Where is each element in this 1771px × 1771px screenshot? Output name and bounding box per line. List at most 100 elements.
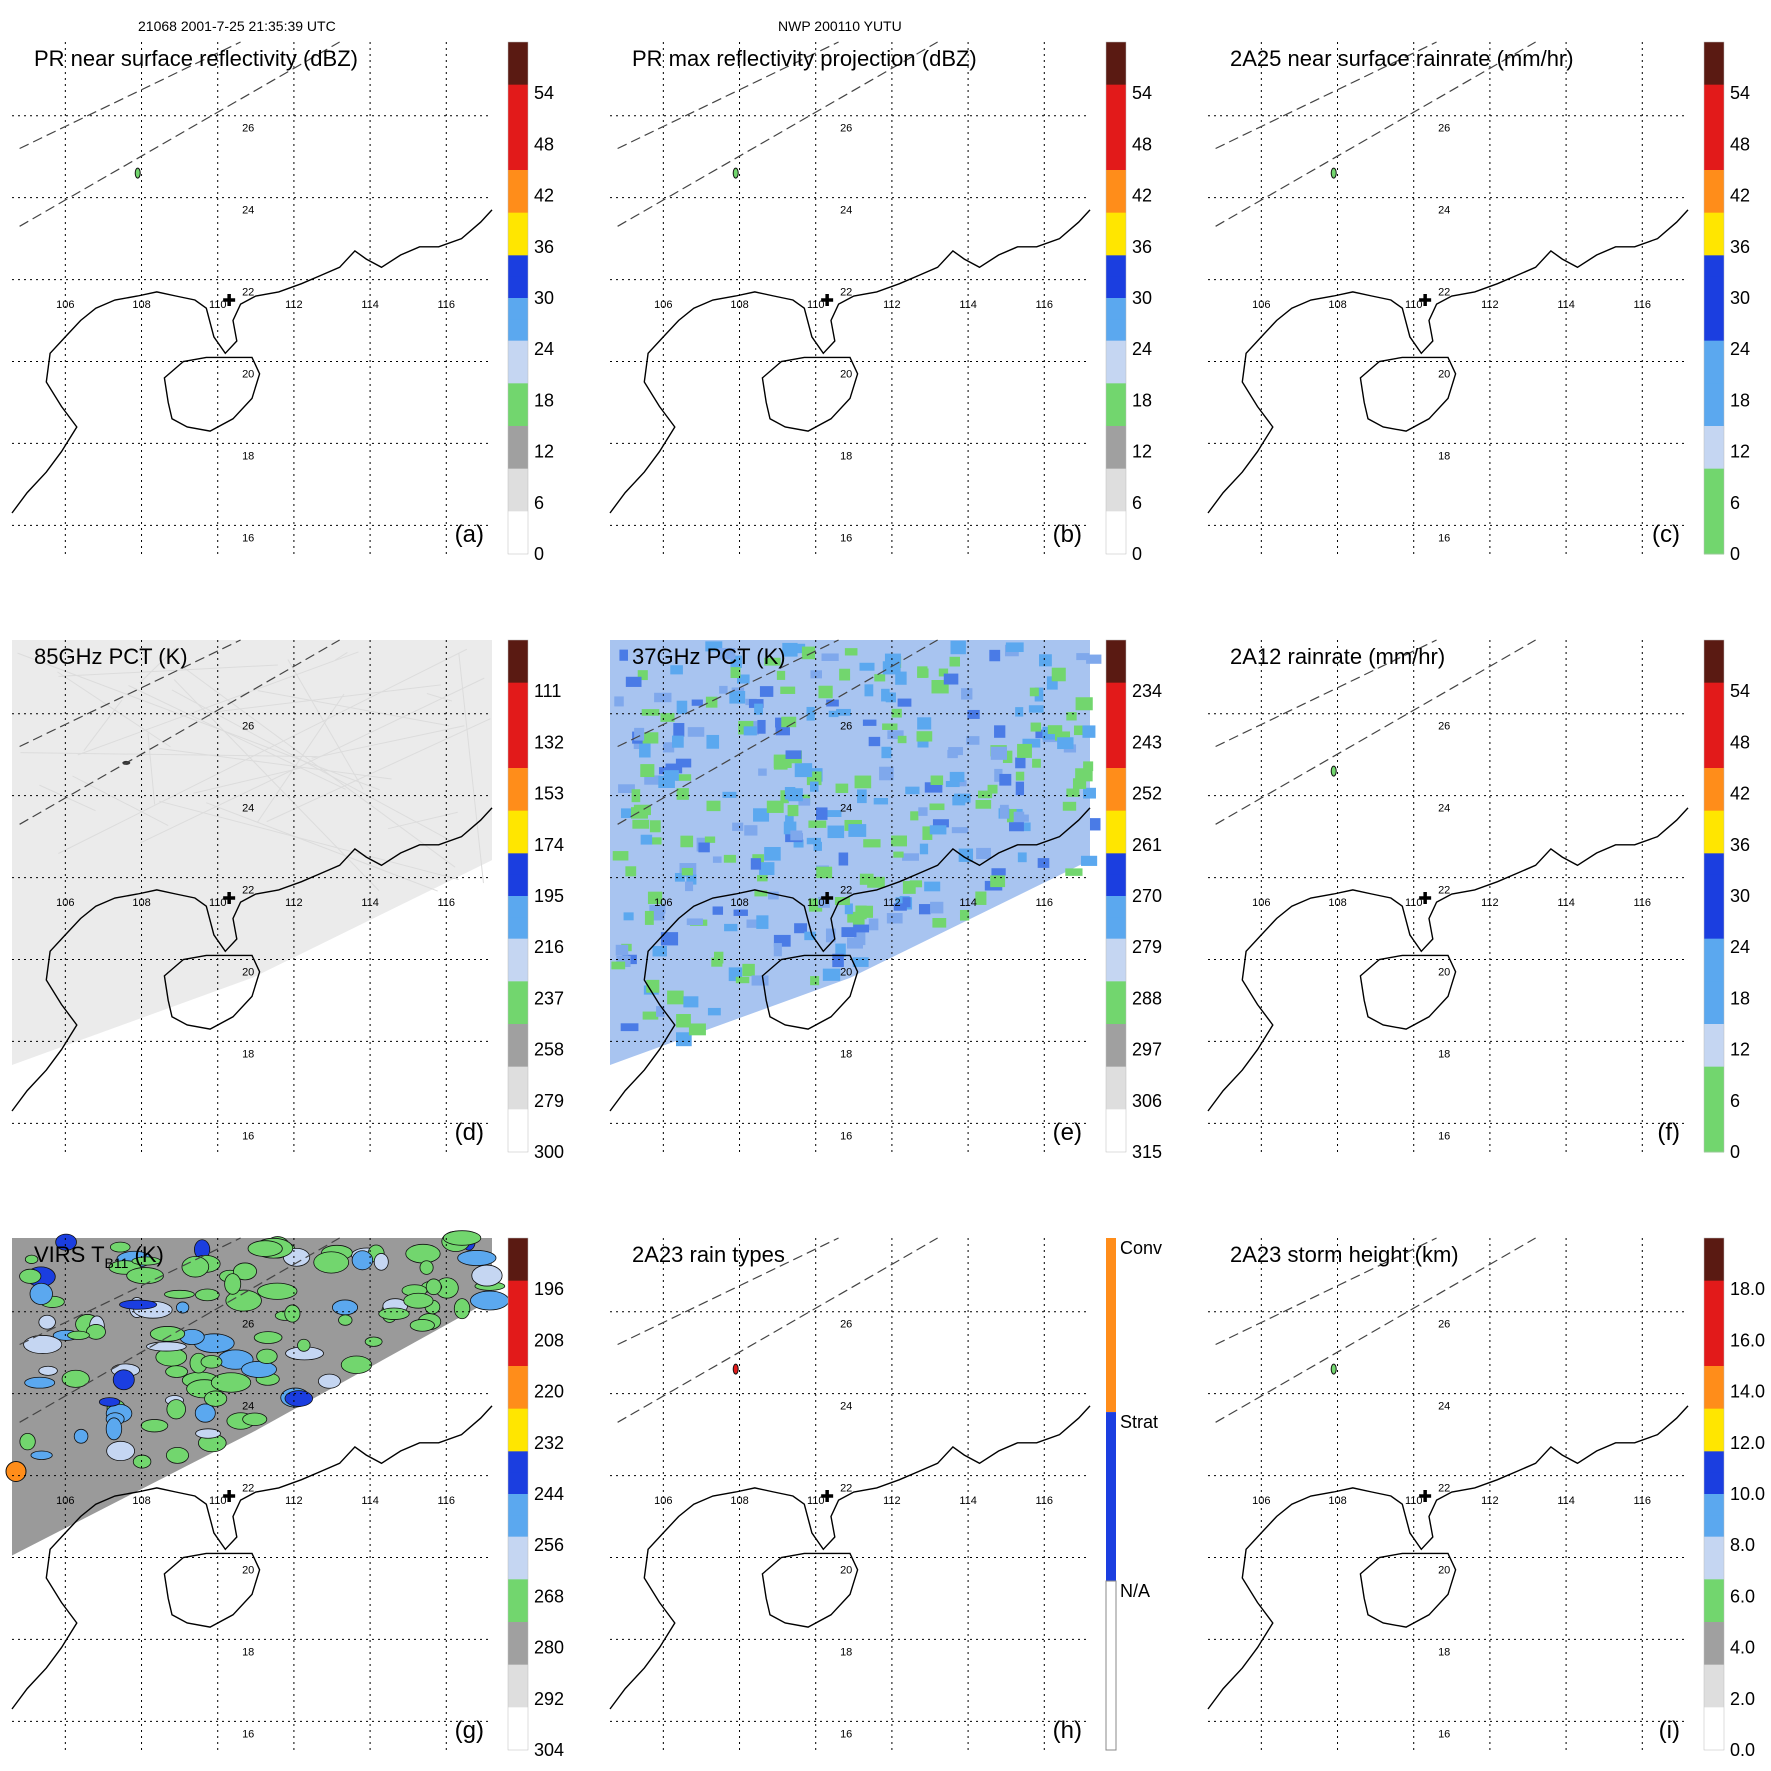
lon-tick-label: 112: [883, 299, 901, 311]
colorbar-segment: [1106, 255, 1126, 278]
coastline: [11, 1405, 493, 1710]
colorbar-tick-label: 258: [534, 1040, 564, 1060]
storm-center-cross: [1419, 294, 1432, 307]
colorbar-category-label: N/A: [1120, 1581, 1150, 1601]
colorbar-tick-label: 10.0: [1730, 1484, 1765, 1504]
pct37-cell: [909, 880, 923, 888]
pct37-cell: [958, 848, 974, 862]
lat-tick-label: 26: [242, 1319, 254, 1331]
colorbar-tick-label: 6.0: [1730, 1586, 1755, 1606]
pct37-cell: [639, 743, 651, 758]
colorbar-conv: [1106, 1238, 1116, 1413]
cloud-cell: [106, 1440, 135, 1461]
colorbar-f: 54 48 42 36 30 24 18 12 6 0: [1703, 639, 1750, 1162]
colorbar-segment: [1704, 1536, 1724, 1559]
colorbar-tick-label: 232: [534, 1433, 564, 1453]
colorbar-tick-label: 279: [1132, 937, 1162, 957]
pct37-cell: [885, 692, 896, 703]
pct37-cell: [844, 648, 858, 656]
pct37-cell: [816, 866, 833, 879]
colorbar-segment: [1704, 1686, 1724, 1708]
pct37-cell: [868, 918, 879, 931]
colorbar-tick-label: 270: [1132, 886, 1162, 906]
colorbar-segment: [1704, 42, 1724, 64]
swath-d: [12, 640, 492, 1065]
lon-tick-label: 108: [730, 299, 748, 311]
panel-c: 106 108 110 112 114 116 26 24 22 20 18 16 2A25 near …: [1207, 41, 1750, 564]
colorbar-segment: [508, 234, 528, 256]
pct37-cell: [675, 774, 692, 781]
colorbar-segment: [1106, 1024, 1126, 1046]
colorbar-segment: [1704, 1408, 1724, 1431]
swath-texture-line: [39, 784, 96, 812]
orbit-track-line: [19, 41, 340, 227]
lat-tick-label: 22: [242, 287, 254, 299]
colorbar-segment: [1704, 896, 1724, 918]
pct37-cell: [924, 782, 943, 793]
panel-title: 85GHz PCT (K): [34, 644, 188, 669]
lon-tick-label: 112: [1481, 897, 1499, 909]
pct37-cell: [670, 665, 683, 675]
colorbar-segment: [1704, 1622, 1724, 1644]
panel-d: 106 108 110 112 114 116 26 24 22 20 18 16 85GHz PCT …: [11, 639, 564, 1162]
echo-mark: [732, 1363, 739, 1375]
pct37-cell: [719, 685, 728, 694]
cloud-cell: [194, 1403, 216, 1423]
colorbar-segment: [1106, 1066, 1126, 1089]
pct37-cell: [956, 780, 967, 787]
lon-tick-label: 108: [132, 1495, 150, 1507]
colorbar-segment: [1106, 490, 1126, 512]
coastline: [1207, 1405, 1689, 1710]
lat-tick-label: 24: [242, 1401, 254, 1413]
pct37-cell: [794, 763, 813, 778]
colorbar-segment: [508, 640, 528, 662]
lon-tick-label: 106: [654, 1495, 672, 1507]
colorbar-segment: [508, 532, 528, 555]
pct37-cell: [773, 943, 782, 957]
swath-texture-line: [159, 800, 459, 881]
colorbar-segment: [508, 490, 528, 512]
pct37-cell: [801, 646, 816, 660]
swath-texture-line: [182, 666, 456, 868]
colorbar-segment: [1106, 42, 1126, 64]
colorbar-segment: [1704, 255, 1724, 278]
lat-tick-label: 16: [1438, 1728, 1450, 1740]
cloud-cell: [405, 1243, 441, 1264]
cloud-cell: [126, 1267, 164, 1285]
colorbar-segment: [1106, 468, 1126, 491]
pct37-cell: [673, 723, 685, 737]
lon-tick-label: 106: [654, 897, 672, 909]
colorbar-tick-label: 12: [534, 442, 554, 462]
pct37-cell: [810, 781, 819, 792]
colorbar-segment: [508, 468, 528, 491]
pct37-cell: [733, 909, 748, 916]
pct37-cell: [1046, 676, 1058, 690]
pct37-cell: [698, 842, 710, 853]
pct37-cell: [917, 717, 932, 730]
colorbar-segment: [508, 84, 528, 107]
lon-tick-label: 112: [285, 1495, 303, 1507]
orbit-track-line: [617, 41, 839, 150]
colorbar-segment: [508, 1130, 528, 1153]
pct37-cell: [822, 968, 841, 981]
lat-tick-label: 20: [840, 966, 852, 978]
colorbar-segment: [508, 1494, 528, 1516]
pct37-cell: [978, 790, 993, 799]
pct37-cell: [780, 790, 789, 804]
colorbar-tick-label: 280: [534, 1638, 564, 1658]
pct37-cell: [891, 708, 902, 718]
lon-tick-label: 114: [959, 299, 977, 311]
pct37-cell: [641, 709, 660, 716]
cloud-cell: [210, 1372, 252, 1393]
colorbar-segment: [1106, 1109, 1126, 1132]
cloud-cell: [257, 1282, 298, 1300]
lon-tick-label: 108: [1328, 897, 1346, 909]
lon-tick-label: 116: [438, 299, 456, 311]
pct37-cell: [625, 866, 637, 877]
panel-title: PR near surface reflectivity (dBZ): [34, 46, 358, 71]
colorbar-frame: [507, 1237, 529, 1751]
pct37-cell: [990, 875, 1006, 888]
lat-tick-label: 24: [1438, 803, 1450, 815]
colorbar-segment: [1704, 298, 1724, 320]
colorbar-segment: [508, 768, 528, 790]
